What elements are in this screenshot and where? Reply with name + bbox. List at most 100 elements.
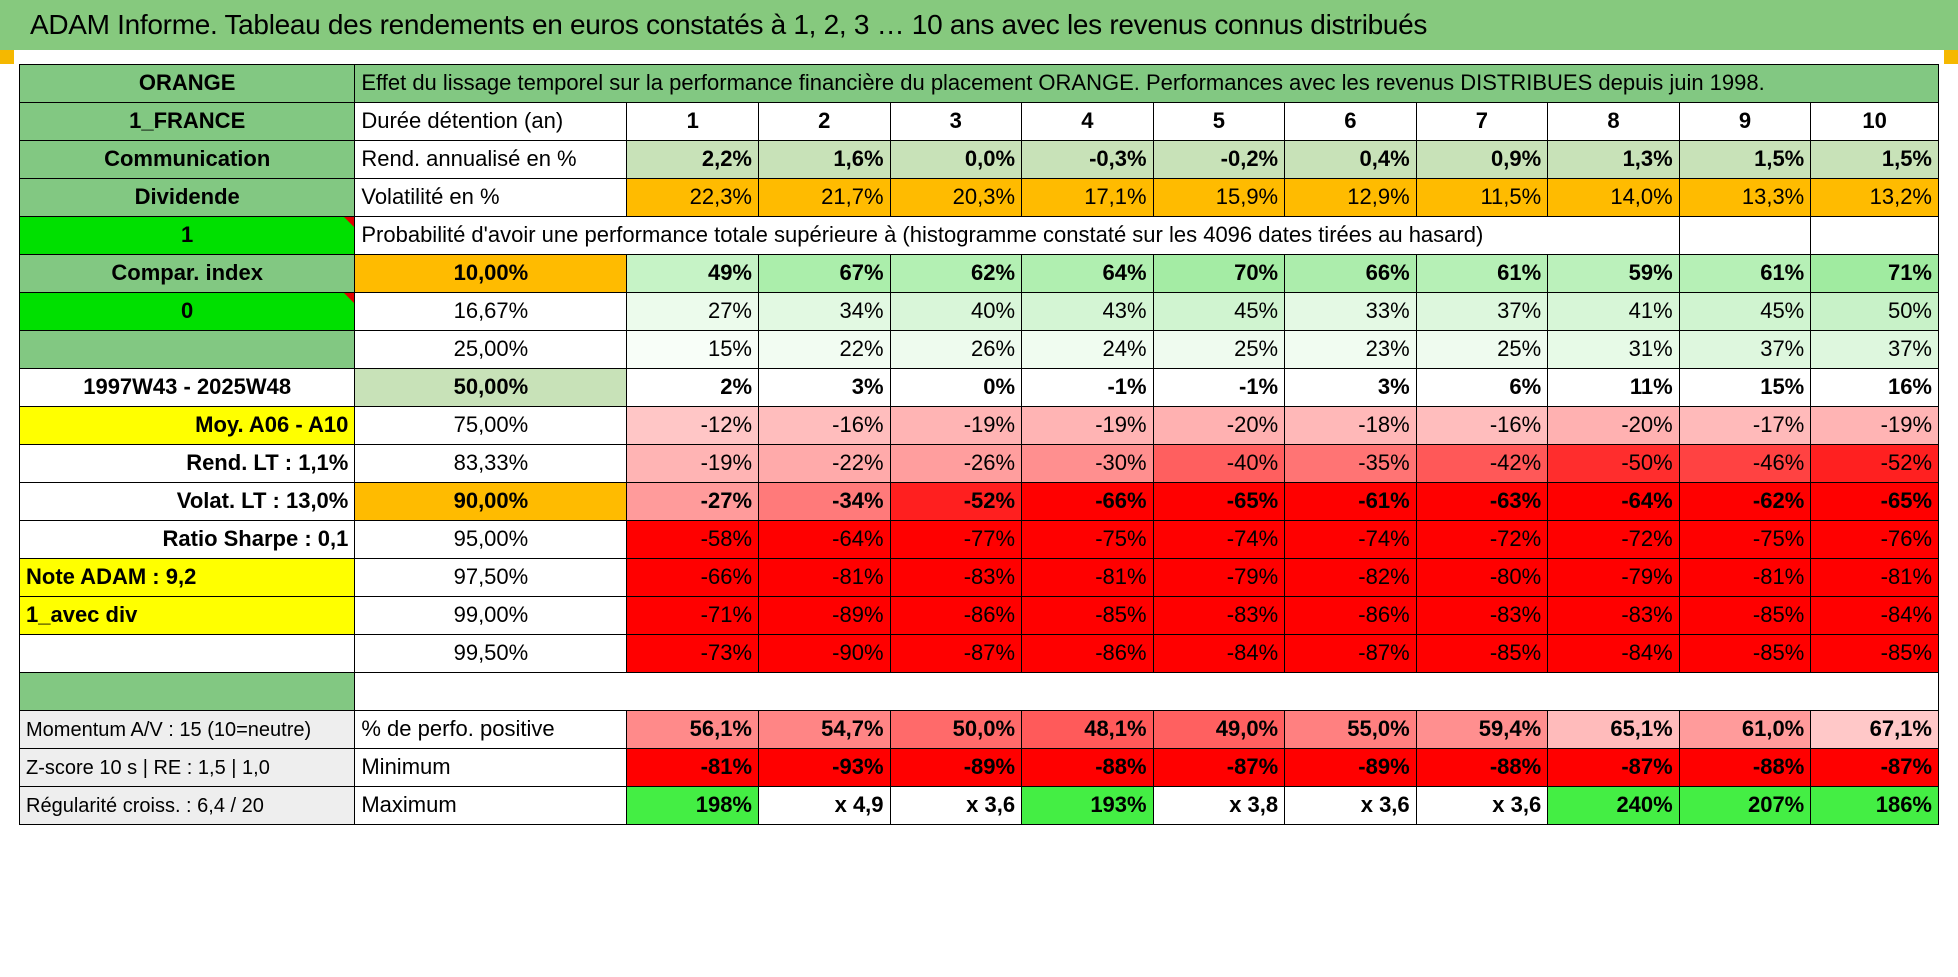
- volatility-cell: 21,7%: [758, 178, 891, 217]
- volatility-cell: 20,3%: [889, 178, 1023, 217]
- quantile-row: Moy. A06 - A10 75,00% -12% -16% -19% -19% -20%…: [18, 406, 1939, 445]
- quantile-cell: -61%: [1284, 482, 1417, 521]
- quantile-cell: 16%: [1810, 368, 1939, 407]
- quantile-cell: 24%: [1021, 330, 1154, 369]
- quantile-cell: -75%: [1021, 520, 1154, 559]
- corner-marker-left: [0, 50, 14, 64]
- annual-return-cell: -0,2%: [1152, 140, 1286, 179]
- blank-cell: [18, 330, 356, 369]
- empty-cell: [1810, 216, 1939, 255]
- volatility-row: Dividende Volatilité en % 22,3% 21,7% 20,3…: [18, 178, 1939, 217]
- type-label: Dividende: [18, 178, 356, 217]
- returns-label: Rend. annualisé en %: [354, 140, 628, 179]
- long-term-volatility: Volat. LT : 13,0%: [18, 482, 356, 521]
- annual-return-cell: 1,5%: [1678, 140, 1812, 179]
- zscore-label: Z-score 10 s | RE : 1,5 | 1,0: [18, 748, 356, 787]
- code-one: 1: [18, 216, 356, 255]
- quantile-cell: -84%: [1810, 596, 1939, 635]
- quantile-cell: -74%: [1284, 520, 1417, 559]
- quantile-cell: -19%: [889, 406, 1023, 445]
- quantile-cell: -58%: [626, 520, 759, 559]
- minimum-cell: -88%: [1021, 748, 1154, 787]
- positive-perf-cell: 50,0%: [889, 710, 1023, 749]
- quantile-cell: 61%: [1415, 254, 1549, 293]
- empty-cell: [1678, 216, 1812, 255]
- quantile-cell: 37%: [1415, 292, 1549, 331]
- quantile-cell: 33%: [1284, 292, 1417, 331]
- quantile-cell: -26%: [889, 444, 1023, 483]
- quantile-cell: -85%: [1678, 634, 1812, 673]
- quantile-cell: -27%: [626, 482, 759, 521]
- quantile-cell: 40%: [889, 292, 1023, 331]
- positive-perf-cell: 65,1%: [1547, 710, 1680, 749]
- minimum-cell: -81%: [626, 748, 759, 787]
- quantile-row: Compar. index 10,00% 49% 67% 62% 64% 70% 66% 61%…: [18, 254, 1939, 293]
- regularity-label: Régularité croiss. : 6,4 / 20: [18, 786, 356, 825]
- maximum-cell: x 3,6: [1415, 786, 1549, 825]
- positive-perf-cell: 48,1%: [1021, 710, 1154, 749]
- quantile-cell: -50%: [1547, 444, 1680, 483]
- quantile-cell: -75%: [1678, 520, 1812, 559]
- minimum-cell: -87%: [1810, 748, 1939, 787]
- maximum-cell: 186%: [1810, 786, 1939, 825]
- quantile-cell: 2%: [626, 368, 759, 407]
- sharpe-ratio: Ratio Sharpe : 0,1: [18, 520, 356, 559]
- positive-perf-cell: 55,0%: [1284, 710, 1417, 749]
- quantile-cell: -1%: [1021, 368, 1154, 407]
- volatility-cell: 15,9%: [1152, 178, 1286, 217]
- minimum-cell: -93%: [758, 748, 891, 787]
- stats-row: Momentum A/V : 15 (10=neutre)% de perfo.…: [18, 710, 1939, 749]
- maximum-cell: 240%: [1547, 786, 1680, 825]
- quantile-cell: -87%: [889, 634, 1023, 673]
- quantile-cell: 67%: [758, 254, 891, 293]
- quantile-cell: -17%: [1678, 406, 1812, 445]
- maximum-cell: 193%: [1021, 786, 1154, 825]
- positive-perf-cell: 56,1%: [626, 710, 759, 749]
- dividend-mode: 1_avec div: [18, 596, 356, 635]
- quantile-cell: -35%: [1284, 444, 1417, 483]
- report-title: ADAM Informe. Tableau des rendements en …: [0, 0, 1958, 50]
- duration-header: 3: [889, 102, 1023, 141]
- maximum-cell: x 3,6: [889, 786, 1023, 825]
- quantile-row: 99,50% -73% -90% -87% -86% -84% -87% -85% -84% -8…: [18, 634, 1939, 673]
- quantile-label: 97,50%: [354, 558, 628, 597]
- quantile-cell: 43%: [1021, 292, 1154, 331]
- stats-row: Régularité croiss. : 6,4 / 20 Maximum 198%…: [18, 786, 1939, 825]
- duration-header: 9: [1678, 102, 1812, 141]
- quantile-label: 95,00%: [354, 520, 628, 559]
- annual-return-cell: 1,3%: [1547, 140, 1680, 179]
- volatility-cell: 12,9%: [1284, 178, 1417, 217]
- returns-table: ORANGE Effet du lissage temporel sur la …: [18, 64, 1939, 825]
- positive-perf-cell: 54,7%: [758, 710, 891, 749]
- quantile-cell: 62%: [889, 254, 1023, 293]
- period-label: 1997W43 - 2025W48: [18, 368, 356, 407]
- quantile-cell: 45%: [1152, 292, 1286, 331]
- maximum-cell: 207%: [1678, 786, 1812, 825]
- positive-perf-cell: 67,1%: [1810, 710, 1939, 749]
- quantile-cell: -86%: [889, 596, 1023, 635]
- quantile-cell: 27%: [626, 292, 759, 331]
- quantile-cell: -85%: [1415, 634, 1549, 673]
- duration-label: Durée détention (an): [354, 102, 628, 141]
- quantile-cell: -66%: [626, 558, 759, 597]
- quantile-cell: -30%: [1021, 444, 1154, 483]
- quantile-cell: -12%: [626, 406, 759, 445]
- quantile-row: 1997W43 - 2025W48 50,00% 2% 3% 0% -1% -1% 3% 6% 1…: [18, 368, 1939, 407]
- code-zero: 0: [18, 292, 356, 331]
- stats-label: Maximum: [354, 786, 628, 825]
- quantile-cell: -18%: [1284, 406, 1417, 445]
- quantile-cell: -72%: [1547, 520, 1680, 559]
- quantile-cell: 31%: [1547, 330, 1680, 369]
- quantile-cell: -76%: [1810, 520, 1939, 559]
- quantile-cell: 59%: [1547, 254, 1680, 293]
- quantile-cell: -90%: [758, 634, 891, 673]
- quantile-cell: 37%: [1810, 330, 1939, 369]
- quantile-cell: 26%: [889, 330, 1023, 369]
- quantile-cell: 71%: [1810, 254, 1939, 293]
- spacer-cell: [354, 672, 1939, 711]
- quantile-cell: -64%: [758, 520, 891, 559]
- duration-header: 8: [1547, 102, 1680, 141]
- volatility-cell: 13,3%: [1678, 178, 1812, 217]
- quantile-label: 50,00%: [354, 368, 628, 407]
- quantile-cell: -81%: [1810, 558, 1939, 597]
